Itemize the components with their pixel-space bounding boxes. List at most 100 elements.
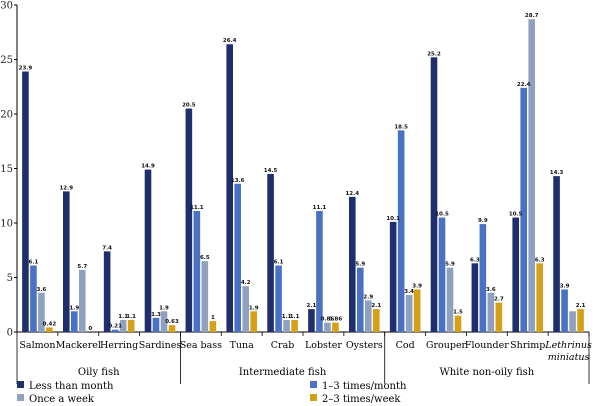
data-label: 6.3 — [535, 257, 545, 263]
group-label: Oily fish — [78, 367, 120, 378]
bar-2 — [152, 317, 160, 332]
bar-4 — [291, 320, 298, 332]
bar-3 — [78, 269, 86, 332]
bar-3 — [119, 320, 127, 332]
legend-label: 1–3 times/month — [322, 381, 407, 392]
bar-4 — [250, 311, 258, 332]
data-label: 10.5 — [509, 212, 523, 218]
data-label: 5.9 — [355, 262, 365, 268]
data-label: 1.9 — [69, 305, 79, 311]
data-label: 20.5 — [182, 103, 196, 109]
category-label: Herring — [100, 340, 138, 351]
data-label: 1.3 — [151, 312, 161, 318]
bar-3 — [201, 261, 209, 332]
category-label: Oysters — [346, 340, 383, 351]
bar-1 — [389, 221, 397, 332]
data-label: 3.9 — [560, 283, 570, 289]
category-label: miniatus — [548, 352, 590, 363]
chart-data-labels: 23.96.13.60.4212.91.95.707.40.211.11.114… — [19, 13, 586, 332]
bar-3 — [487, 292, 495, 332]
data-label: 12.9 — [59, 185, 73, 191]
data-label: 0.21 — [108, 324, 122, 330]
legend-swatch — [310, 394, 317, 401]
bar-2 — [70, 311, 78, 332]
bar-4 — [454, 315, 462, 332]
data-label: 0 — [88, 326, 92, 332]
group-label: White non-oily fish — [439, 367, 534, 378]
category-label: Flounder — [465, 340, 509, 351]
data-label: 25.2 — [427, 51, 441, 57]
data-label: 1.1 — [126, 314, 136, 320]
bar-2 — [397, 130, 405, 332]
data-label: 14.3 — [550, 170, 564, 176]
chart-bars — [22, 19, 584, 333]
group-label: Intermediate fish — [239, 367, 327, 378]
data-label: 10.5 — [435, 212, 449, 218]
data-label: 3.6 — [37, 287, 47, 293]
bar-4 — [577, 309, 584, 332]
bar-1 — [103, 251, 111, 332]
bar-3 — [160, 311, 168, 332]
bar-2 — [356, 267, 364, 332]
y-tick-label: 0 — [7, 328, 13, 339]
data-label: 22.4 — [517, 82, 531, 88]
data-label: 5.9 — [445, 262, 455, 268]
bar-1 — [144, 169, 152, 332]
bar-3 — [569, 311, 576, 332]
data-label: 3.4 — [404, 289, 414, 295]
legend-label: 2–3 times/week — [322, 394, 401, 405]
legend-swatch — [310, 381, 317, 388]
data-label: 12.4 — [345, 191, 359, 197]
data-label: 0.86 — [321, 317, 335, 323]
bar-1 — [22, 71, 29, 333]
category-label: Lethrinus — [544, 340, 592, 351]
bar-4 — [209, 321, 217, 332]
data-label: 1.5 — [453, 310, 463, 316]
data-label: 0.86 — [329, 317, 343, 323]
y-tick-label: 30 — [0, 1, 13, 12]
data-label: 11.1 — [190, 205, 204, 211]
data-label: 0.63 — [165, 319, 179, 325]
bar-4 — [46, 327, 53, 332]
legend-swatch — [17, 381, 24, 388]
bar-4 — [332, 322, 339, 332]
category-label: Cod — [396, 340, 415, 351]
legend-swatch — [17, 394, 24, 401]
bar-4 — [413, 289, 421, 332]
data-label: 6.1 — [29, 260, 39, 266]
data-label: 1 — [211, 315, 215, 321]
data-label: 1.1 — [282, 314, 292, 320]
bar-4 — [372, 309, 380, 332]
data-label: 5.7 — [77, 264, 87, 270]
bar-3 — [324, 322, 331, 332]
category-label: Salmon — [19, 340, 55, 351]
bar-1 — [553, 176, 560, 332]
bar-3 — [364, 300, 372, 332]
data-label: 2.1 — [371, 303, 381, 309]
data-label: 1.9 — [159, 305, 169, 311]
data-label: 1.1 — [118, 314, 128, 320]
category-label: Tuna — [230, 340, 255, 351]
y-tick-label: 20 — [0, 110, 13, 121]
data-label: 9.9 — [478, 218, 488, 224]
data-label: 14.5 — [264, 168, 278, 174]
data-label: 6.3 — [470, 257, 480, 263]
bar-1 — [348, 196, 356, 332]
data-label: 18.5 — [394, 124, 408, 130]
category-label: Lobster — [305, 340, 342, 351]
data-label: 2.9 — [363, 294, 373, 300]
bar-1 — [226, 44, 234, 333]
data-label: 13.6 — [231, 178, 245, 184]
bar-1 — [430, 57, 438, 332]
legend-label: Less than month — [29, 381, 114, 392]
category-label: Mackerel — [56, 340, 101, 351]
bar-3 — [528, 19, 536, 332]
data-label: 28.7 — [525, 13, 539, 19]
data-label: 2.1 — [307, 303, 317, 309]
category-label: Sardines — [139, 340, 182, 351]
data-label: 26.4 — [223, 38, 237, 44]
data-label: 6.1 — [274, 260, 284, 266]
